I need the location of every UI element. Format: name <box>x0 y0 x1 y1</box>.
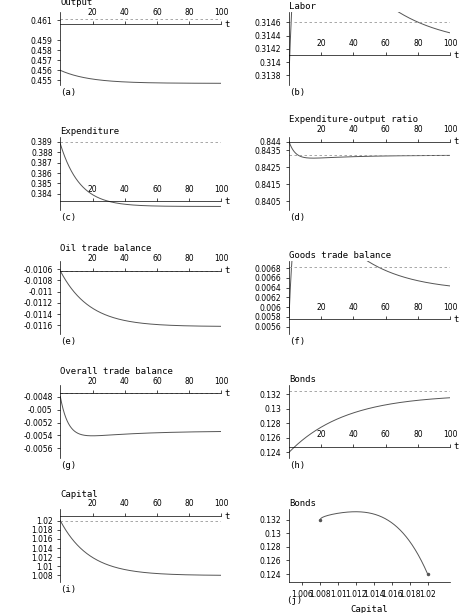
Text: t: t <box>452 137 458 146</box>
Text: Overall trade balance: Overall trade balance <box>60 367 173 376</box>
Text: (b): (b) <box>288 88 305 97</box>
Text: t: t <box>224 512 230 520</box>
Text: t: t <box>452 51 458 60</box>
Text: Expenditure: Expenditure <box>60 127 119 135</box>
Text: (c): (c) <box>60 213 76 221</box>
Text: (i): (i) <box>60 585 76 594</box>
Text: Output: Output <box>60 0 93 7</box>
Text: t: t <box>224 20 230 29</box>
Text: (g): (g) <box>60 461 76 470</box>
Text: Expenditure-output ratio: Expenditure-output ratio <box>288 115 417 124</box>
Text: (h): (h) <box>288 461 305 470</box>
Text: Oil trade balance: Oil trade balance <box>60 245 151 253</box>
Text: t: t <box>224 267 230 275</box>
Text: (f): (f) <box>288 337 305 346</box>
Text: (a): (a) <box>60 88 76 97</box>
Text: Bonds: Bonds <box>288 500 315 509</box>
Text: t: t <box>224 389 230 398</box>
Text: Bonds: Bonds <box>288 375 315 384</box>
Text: Labor: Labor <box>288 2 315 12</box>
Text: (j): (j) <box>285 595 301 604</box>
Text: t: t <box>452 314 458 324</box>
Text: Goods trade balance: Goods trade balance <box>288 251 390 260</box>
Text: t: t <box>452 442 458 451</box>
Text: t: t <box>224 197 230 206</box>
Text: (d): (d) <box>288 213 305 221</box>
Text: (e): (e) <box>60 337 76 346</box>
Text: Capital: Capital <box>60 490 98 499</box>
X-axis label: Capital: Capital <box>350 604 388 613</box>
